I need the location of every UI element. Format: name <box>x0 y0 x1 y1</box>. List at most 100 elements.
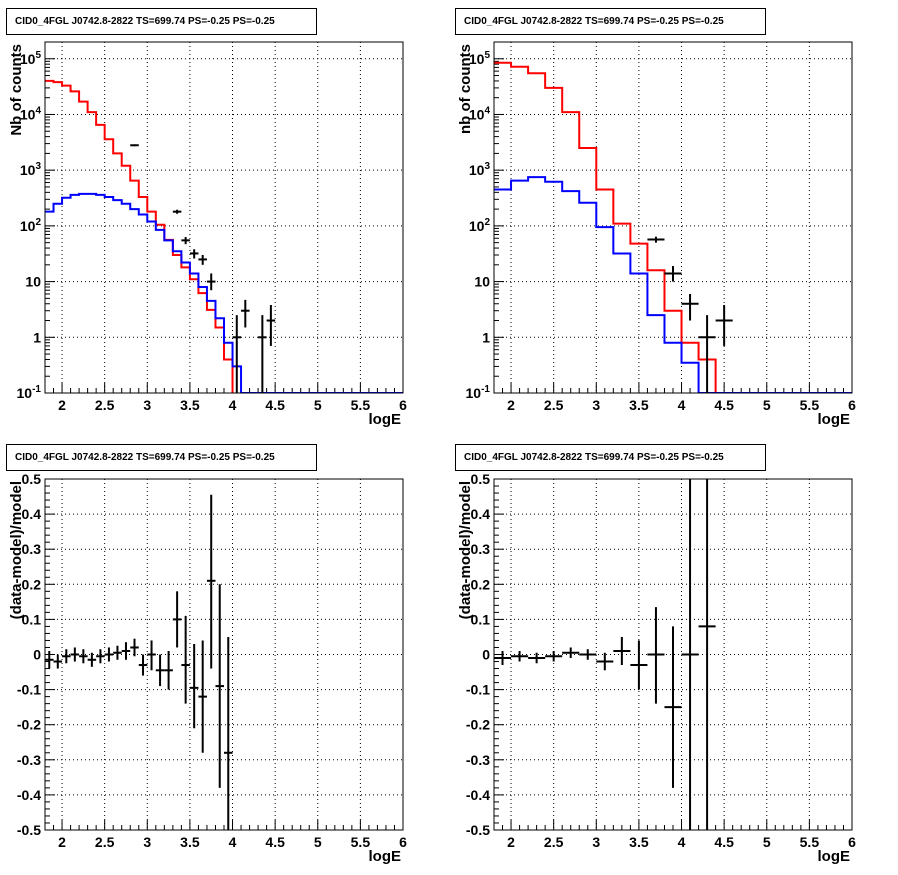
y-tick-label: -0.1 <box>466 682 490 698</box>
data-point <box>266 304 276 346</box>
y-tick-label: 0.2 <box>22 576 42 592</box>
data-point <box>215 584 224 788</box>
x-axis-label: logE <box>369 848 402 865</box>
data-point <box>172 591 182 648</box>
y-tick-label: -0.2 <box>17 717 41 733</box>
y-tick-label: 0 <box>482 647 490 663</box>
data-point <box>121 642 131 660</box>
data-point <box>511 650 529 662</box>
y-tick-label: 0.3 <box>471 541 491 557</box>
data-point <box>198 640 207 753</box>
data-point <box>198 255 207 265</box>
data-point <box>147 640 156 671</box>
data-point <box>664 266 682 282</box>
model-source-line <box>494 176 852 393</box>
y-tick-label: 1 <box>33 329 41 345</box>
y-tick-label: 0.1 <box>471 611 491 627</box>
x-tick-label: 3.5 <box>629 397 649 413</box>
residual-chart-bottom-right: 2 2.5 3 3.5 4 4.5 5 5.5 6 -0.5 -0.4 -0.3 -0.2 -0.1 0 0.… <box>457 471 856 865</box>
y-tick-label: 10 <box>25 274 41 290</box>
x-tick-label: 4 <box>229 834 237 850</box>
y-axis-label: nb of counts <box>457 44 474 134</box>
x-tick-label: 5 <box>314 834 322 850</box>
x-tick-label: 2.5 <box>544 834 564 850</box>
data-point <box>596 652 614 671</box>
data-point <box>45 650 54 669</box>
counts-chart-top-right: 2 2.5 3 3.5 4 4.5 5 5.5 610-1110102103104105logE… <box>457 41 856 428</box>
data-point <box>647 236 665 243</box>
chart-title: CID0_4FGL J0742.8-2822 TS=699.74 PS=-0.2… <box>455 8 766 35</box>
data-point <box>562 647 580 659</box>
x-tick-label: 3 <box>143 834 151 850</box>
y-axis-label: Nb of counts <box>8 44 25 136</box>
y-tick-label: -0.4 <box>17 787 41 803</box>
data-point <box>189 643 199 729</box>
x-tick-label: 6 <box>848 834 856 850</box>
y-tick-label: -0.3 <box>17 752 41 768</box>
plot-frame <box>44 478 404 831</box>
x-tick-label: 3.5 <box>629 834 649 850</box>
x-tick-label: 5 <box>314 397 322 413</box>
y-tick-label: 102 <box>20 217 42 234</box>
data-point <box>224 636 233 830</box>
plot-area <box>494 42 852 393</box>
x-tick-label: 3 <box>592 397 600 413</box>
grid-lines <box>45 42 403 393</box>
y-tick-label: 0 <box>33 647 41 663</box>
y-axis-label: (data-model)/model <box>457 481 474 619</box>
y-tick-label: 0.3 <box>22 541 42 557</box>
x-tick-label: 4.5 <box>265 397 285 413</box>
y-tick-label: 0.2 <box>471 576 491 592</box>
x-tick-label: 5 <box>763 834 771 850</box>
y-tick-label: -0.4 <box>466 787 490 803</box>
x-tick-label: 3.5 <box>180 834 200 850</box>
x-tick-label: 5.5 <box>800 834 820 850</box>
y-tick-label: -0.2 <box>466 717 490 733</box>
model-total-line <box>494 61 852 393</box>
data-point <box>181 615 190 704</box>
y-tick-label: 10-1 <box>17 384 42 401</box>
plot-frame <box>44 41 404 394</box>
data-point <box>138 654 148 676</box>
plot-frame <box>493 41 853 394</box>
y-tick-label: -0.5 <box>466 822 490 838</box>
residual-chart-bottom-left: 2 2.5 3 3.5 4 4.5 5 5.5 6 -0.5 -0.4 -0.3 -0.2 -0.1 0 0.… <box>8 471 407 865</box>
y-tick-label: 0.4 <box>22 506 42 522</box>
y-tick-label: 0.1 <box>22 611 42 627</box>
panel-bottom-left: 2 2.5 3 3.5 4 4.5 5 5.5 6 -0.5 -0.4 -0.3 -0.2 -0.1 0 0.… <box>0 437 449 874</box>
data-point <box>96 649 105 664</box>
x-tick-label: 5.5 <box>351 834 371 850</box>
data-point <box>189 249 199 259</box>
y-tick-label: 0.4 <box>471 506 491 522</box>
y-tick-label: 0.5 <box>471 471 491 487</box>
data-point <box>232 315 242 393</box>
data-point <box>545 650 563 662</box>
model-source-line <box>45 192 403 393</box>
data-point <box>698 479 716 830</box>
y-tick-label: 103 <box>20 161 42 178</box>
x-tick-label: 5.5 <box>800 397 820 413</box>
y-tick-label: 10-1 <box>466 384 491 401</box>
x-tick-label: 4.5 <box>714 397 734 413</box>
grid-lines <box>494 479 852 830</box>
x-tick-label: 2 <box>58 834 66 850</box>
y-axis-label: (data-model)/model <box>8 481 25 619</box>
x-tick-label: 5.5 <box>351 397 371 413</box>
data-point <box>130 638 139 657</box>
grid-lines <box>45 479 403 830</box>
data-point <box>53 654 63 669</box>
panel-top-right: 2 2.5 3 3.5 4 4.5 5 5.5 6 10-1 1 10 102 103 104 105 logE… <box>449 0 898 437</box>
x-tick-label: 4 <box>229 397 237 413</box>
data-point <box>241 299 250 328</box>
data-point <box>715 304 733 346</box>
data-point <box>647 607 665 704</box>
data-point <box>62 649 71 664</box>
axis-ticks <box>493 478 853 831</box>
counts-chart-top-left: 2 2.5 3 3.5 4 4.5 5 5.5 610-1110102103104105logE… <box>8 41 407 428</box>
data-point <box>258 315 267 393</box>
data-point <box>130 144 139 147</box>
data-point <box>155 654 165 687</box>
data-point <box>206 494 216 669</box>
y-tick-label: -0.5 <box>17 822 41 838</box>
x-tick-label: 2.5 <box>95 834 115 850</box>
